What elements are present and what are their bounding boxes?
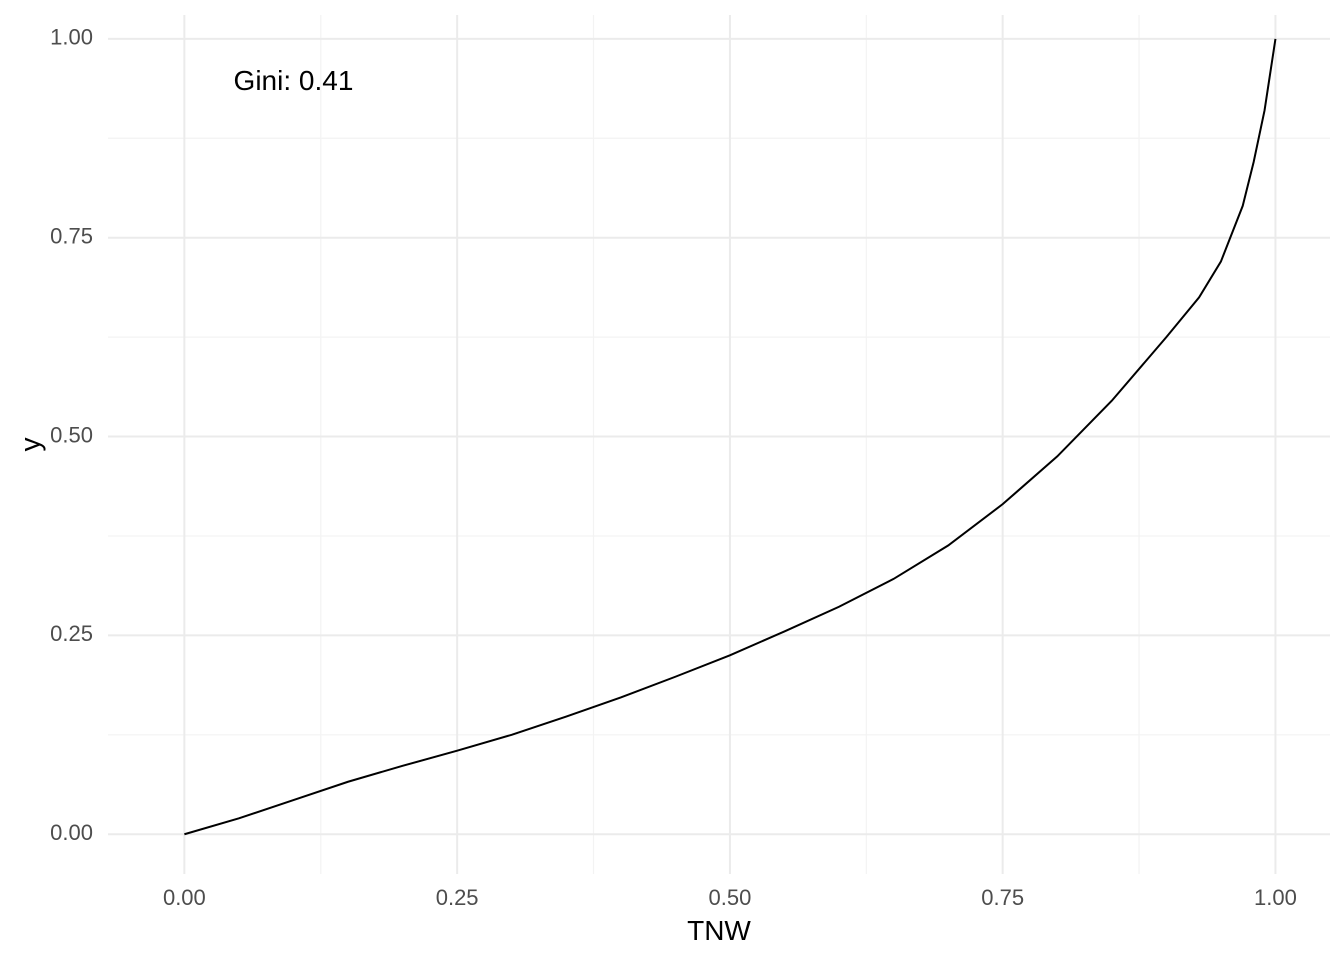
x-tick-label: 0.50 bbox=[708, 885, 751, 910]
y-tick-label: 0.00 bbox=[50, 820, 93, 845]
lorenz-curve-line bbox=[184, 38, 1277, 836]
series-lines bbox=[184, 38, 1277, 836]
gini-annotation: Gini: 0.41 bbox=[234, 65, 354, 96]
x-tick-label: 0.00 bbox=[163, 885, 206, 910]
y-axis-title: y bbox=[14, 438, 45, 452]
x-tick-label: 0.75 bbox=[981, 885, 1024, 910]
y-tick-label: 0.25 bbox=[50, 621, 93, 646]
grid-lines bbox=[108, 15, 1330, 874]
y-tick-labels: 0.00 0.25 0.50 0.75 1.00 bbox=[50, 25, 93, 845]
x-axis-title: TNW bbox=[687, 915, 751, 946]
x-tick-labels: 0.00 0.25 0.50 0.75 1.00 bbox=[163, 885, 1297, 910]
x-tick-label: 1.00 bbox=[1254, 885, 1297, 910]
y-tick-label: 1.00 bbox=[50, 25, 93, 50]
x-tick-label: 0.25 bbox=[436, 885, 479, 910]
y-tick-label: 0.75 bbox=[50, 224, 93, 249]
y-tick-label: 0.50 bbox=[50, 422, 93, 447]
